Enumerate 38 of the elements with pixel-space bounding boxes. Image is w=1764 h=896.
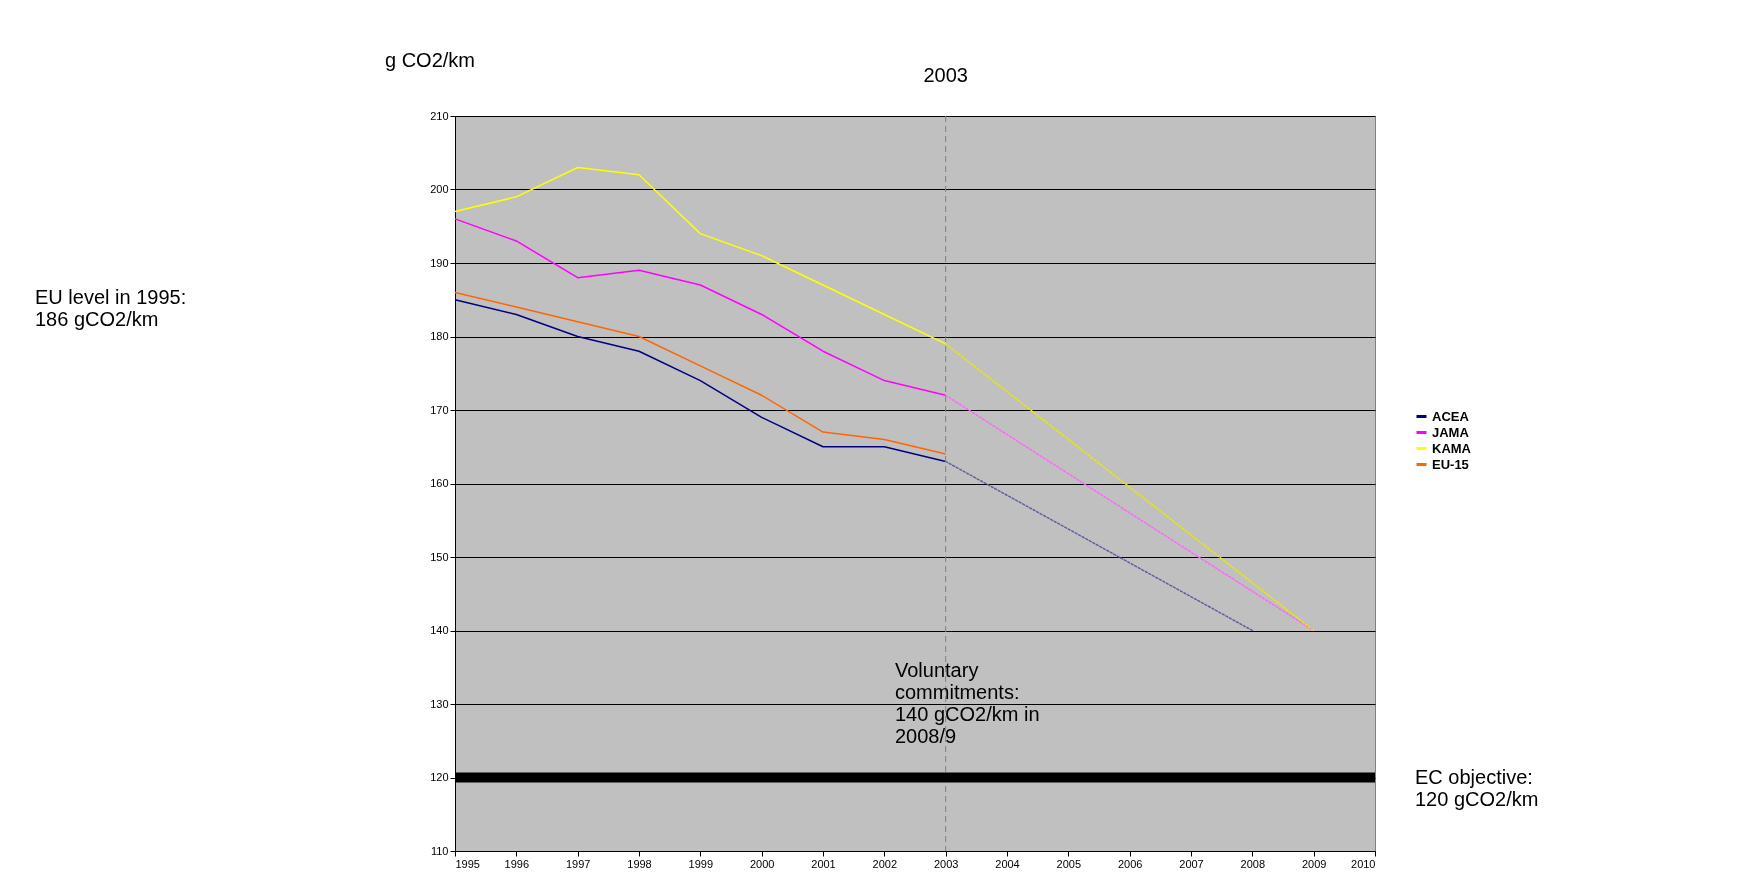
x-tick-label: 2006: [1117, 857, 1143, 870]
y-tick-label: 180: [430, 330, 449, 342]
y-tick-label: 120: [430, 771, 449, 783]
annotation: Voluntary commitments: 140 gCO2/km in 2008/9: [895, 659, 1040, 747]
x-tick-label: 2004: [995, 857, 1020, 870]
legend-label: EU-15: [1432, 456, 1469, 472]
y-tick-label: 140: [430, 624, 449, 636]
x-tick-label: 1995: [455, 857, 480, 870]
x-tick-label: 2001: [811, 857, 836, 870]
y-tick-label: 190: [430, 256, 449, 269]
x-tick-label: 1996: [504, 857, 530, 870]
ref-line-label: 2003: [923, 64, 968, 86]
x-tick-label: 2005: [1056, 857, 1082, 870]
legend-label: KAMA: [1432, 440, 1472, 456]
y-axis-title: g CO2/km: [384, 49, 476, 71]
x-tick-label: 2010: [1351, 857, 1376, 870]
legend-label: ACEA: [1432, 408, 1470, 424]
y-tick-label: 160: [430, 477, 449, 489]
x-tick-label: 2007: [1179, 857, 1204, 870]
x-tick-label: 1998: [627, 857, 652, 870]
legend-label: JAMA: [1432, 424, 1470, 440]
text: EU level in 1995: 186 gCO2/km: [35, 286, 187, 330]
x-tick-label: 2003: [933, 857, 959, 870]
y-tick-label: 110: [430, 844, 449, 857]
x-tick-label: 1997: [565, 857, 591, 870]
y-tick-label: 170: [430, 403, 449, 416]
line-series: [454, 218, 947, 397]
ref-line-label: EC objective: 120 gCO2/km: [1415, 765, 1539, 810]
x-tick-label: 2002: [872, 857, 898, 870]
x-tick-label: 2008: [1240, 857, 1266, 870]
x-tick-label: 1999: [688, 857, 714, 870]
y-tick-label: 200: [430, 183, 449, 195]
line-series: [454, 166, 947, 345]
y-tick-label: 150: [430, 550, 449, 563]
y-tick-label: 130: [430, 697, 449, 710]
y-tick-label: 210: [430, 109, 449, 122]
x-tick-label: 2009: [1301, 857, 1327, 870]
x-tick-label: 2000: [749, 857, 775, 870]
